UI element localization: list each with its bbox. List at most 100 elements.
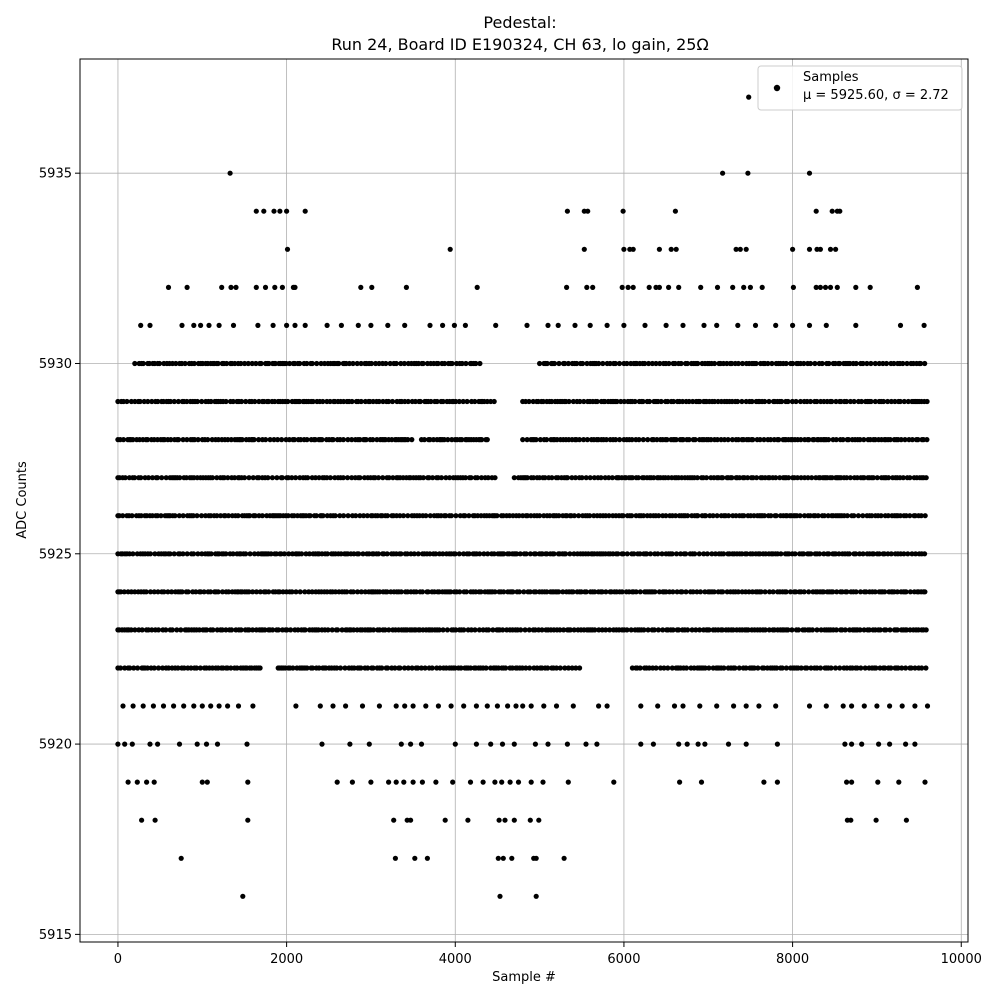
data-point [655, 703, 661, 709]
data-point [693, 627, 699, 633]
data-point [894, 589, 901, 595]
data-point [533, 437, 539, 443]
data-point [564, 284, 570, 290]
data-point [830, 589, 836, 595]
data-point [714, 437, 721, 443]
data-point [159, 475, 165, 481]
data-point [860, 360, 866, 367]
data-point [561, 627, 567, 633]
data-point [448, 589, 454, 595]
data-point [443, 475, 449, 481]
data-point [483, 665, 489, 671]
data-point [139, 627, 145, 633]
data-point [666, 284, 672, 290]
data-point [369, 284, 375, 290]
data-point [443, 513, 449, 519]
data-point [417, 398, 423, 405]
data-point [745, 170, 751, 176]
data-point [436, 627, 442, 633]
data-point [269, 475, 275, 481]
data-point [797, 398, 804, 405]
data-point [181, 703, 187, 709]
data-point [392, 665, 398, 671]
data-point [435, 360, 441, 367]
data-point [320, 513, 326, 519]
data-point [783, 589, 789, 595]
data-point [793, 589, 799, 595]
data-point [518, 627, 524, 633]
data-point [520, 703, 526, 709]
data-point [650, 741, 657, 747]
data-point [405, 513, 411, 519]
data-point [129, 741, 135, 747]
data-point [783, 665, 790, 671]
data-point [312, 475, 319, 481]
data-point [145, 437, 151, 443]
data-point [403, 284, 409, 290]
data-point [540, 779, 546, 785]
data-point [497, 893, 503, 899]
data-point [351, 665, 357, 671]
data-point [238, 360, 244, 367]
data-point [898, 437, 904, 443]
data-point [206, 322, 212, 328]
data-point [194, 513, 200, 519]
data-point [235, 703, 242, 709]
data-point [897, 513, 904, 519]
data-point [768, 437, 774, 443]
data-point [129, 513, 135, 519]
data-point [337, 665, 344, 671]
data-point [150, 703, 156, 709]
data-point [453, 627, 459, 633]
data-point [790, 246, 796, 252]
data-point [854, 665, 860, 671]
data-point [887, 627, 893, 633]
data-point [914, 284, 921, 290]
data-point [459, 437, 465, 443]
data-point [701, 551, 707, 557]
data-point [335, 627, 341, 633]
data-point [225, 475, 231, 481]
data-point [833, 437, 839, 443]
data-point [867, 284, 873, 290]
data-point [882, 665, 888, 671]
data-point [245, 817, 251, 823]
data-point [314, 360, 320, 367]
data-point [646, 360, 652, 367]
data-point [729, 475, 735, 481]
data-point [661, 665, 667, 671]
data-point [176, 437, 182, 443]
data-point [356, 551, 362, 557]
data-point [711, 589, 717, 595]
data-point [496, 817, 502, 823]
data-point [216, 322, 222, 328]
data-point [270, 627, 276, 633]
data-point [697, 627, 703, 633]
data-point [468, 665, 474, 671]
data-point [872, 360, 878, 367]
data-point [876, 741, 882, 747]
data-point [806, 170, 813, 176]
data-point [583, 589, 589, 595]
data-point [907, 475, 913, 481]
data-point [527, 665, 533, 671]
data-point [556, 360, 562, 367]
data-point [786, 475, 792, 481]
data-point [731, 703, 737, 709]
data-point [806, 589, 812, 595]
data-point [320, 398, 326, 405]
data-point [592, 627, 598, 633]
data-point [208, 703, 214, 709]
data-point [448, 703, 454, 709]
data-point [501, 551, 507, 557]
data-point [720, 170, 726, 176]
data-point [184, 551, 190, 557]
data-point [776, 437, 782, 443]
data-point [679, 589, 685, 595]
data-point [919, 665, 925, 671]
legend-marker [773, 84, 781, 92]
data-point [882, 589, 888, 595]
data-point [808, 551, 814, 557]
data-point [347, 741, 353, 747]
data-point [284, 627, 290, 633]
